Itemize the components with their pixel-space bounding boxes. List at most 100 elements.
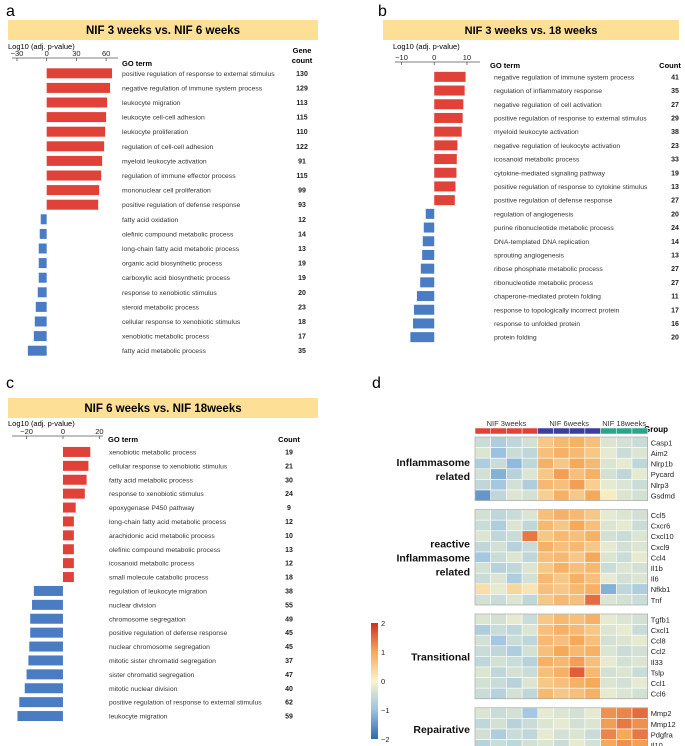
heatmap-cell <box>568 562 586 574</box>
heatmap-gene-label: Pycard <box>651 470 674 479</box>
heatmap-cell <box>506 613 523 625</box>
heatmap-block-label: reactive <box>430 538 470 550</box>
heatmap-cell <box>600 447 617 459</box>
heatmap-cell <box>537 739 554 746</box>
panel-c-go-term: icosanoid metabolic process <box>109 561 195 568</box>
heatmap-cell <box>600 583 617 595</box>
heatmap-gene-label: Aim2 <box>651 449 668 458</box>
panel-c-count: 12 <box>285 561 293 568</box>
heatmap-cell <box>568 583 586 595</box>
heatmap-gene-label: Il1b <box>651 564 663 573</box>
heatmap-cell <box>537 728 554 740</box>
panel-b-title: NIF 3 weeks vs. 18 weeks <box>465 25 598 37</box>
panel-c-bar <box>62 544 74 555</box>
heatmap-cell <box>568 479 586 491</box>
panel-c-bar <box>26 669 63 680</box>
heatmap-cell <box>631 656 648 668</box>
heatmap-gene-label: Il10 <box>651 741 663 746</box>
panel-b-go-term: positive regulation of response to exter… <box>494 115 647 122</box>
panel-a-bar <box>39 228 47 239</box>
heatmap-cell <box>521 718 539 730</box>
heatmap-cell <box>568 436 586 448</box>
heatmap-group-bar <box>568 427 586 435</box>
heatmap-cell <box>584 739 601 746</box>
panel-a-count: 99 <box>298 188 306 195</box>
heatmap-cell <box>490 666 507 678</box>
panel-c-bar <box>62 558 74 569</box>
heatmap-cell <box>615 509 633 521</box>
heatmap-cell <box>584 624 601 636</box>
heatmap-cell <box>615 656 633 668</box>
heatmap-gene-label: Cxcl10 <box>651 532 674 541</box>
panel-a-count: 12 <box>298 217 306 224</box>
panel-a-tick-label: 30 <box>72 49 80 58</box>
heatmap-cell <box>537 479 554 491</box>
heatmap-cell <box>506 519 523 532</box>
heatmap-block-frame <box>474 509 648 606</box>
panel-b-count: 27 <box>671 266 679 273</box>
heatmap-cell <box>474 457 491 470</box>
panel-c-bar <box>62 474 87 485</box>
panel-c-bar <box>19 697 63 708</box>
panel-label-c: c <box>6 375 14 392</box>
heatmap-cell <box>584 645 601 657</box>
heatmap-gene-label: Il6 <box>651 575 659 584</box>
panel-a-count: 14 <box>298 231 306 238</box>
panel-c-go-term: nuclear division <box>109 602 156 609</box>
heatmap-cell <box>521 594 539 606</box>
heatmap-cell <box>568 718 586 730</box>
heatmap-cell <box>615 687 633 700</box>
heatmap-cell <box>553 551 570 563</box>
heatmap-cell <box>537 551 554 563</box>
heatmap-cell <box>537 519 554 532</box>
heatmap-cell <box>537 677 554 689</box>
heatmap-cell <box>506 645 523 657</box>
heatmap-cell <box>506 457 523 470</box>
panel-a-go-term: positive regulation of response to exter… <box>122 71 275 78</box>
heatmap-cell <box>490 687 507 700</box>
panel-b-count: 41 <box>671 74 679 81</box>
heatmap-cell <box>631 583 648 595</box>
heatmap-cell <box>474 436 491 448</box>
heatmap-cell <box>568 728 586 740</box>
heatmap-cell <box>615 583 633 595</box>
panel-a-bar <box>46 112 107 123</box>
panel-c-count: 10 <box>285 533 293 540</box>
panel-a-count-header-1: Gene <box>293 46 312 55</box>
heatmap-cell <box>584 594 601 606</box>
heatmap-group-bar <box>584 427 601 435</box>
heatmap-cell <box>615 707 633 719</box>
panel-a-bar <box>33 331 47 342</box>
heatmap-cell <box>474 551 491 563</box>
panel-label-a: a <box>6 3 15 20</box>
panel-b-go-term: DNA-templated DNA replication <box>494 239 589 246</box>
panel-a-go-term: xenobiotic metabolic process <box>122 334 210 341</box>
panel-c-go-term: leukocyte migration <box>109 714 168 721</box>
panel-a-count: 19 <box>298 275 306 282</box>
heatmap-cell <box>506 707 523 719</box>
heatmap-cell <box>490 447 507 459</box>
heatmap-cell <box>631 707 648 719</box>
panel-b-count: 35 <box>671 88 679 95</box>
panel-a-go-term: steroid metabolic process <box>122 304 200 311</box>
panel-c-go-term: regulation of leukocyte migration <box>109 588 207 595</box>
heatmap-cell <box>521 489 539 501</box>
colorbar-tick-label: −2 <box>381 735 390 744</box>
heatmap-cell <box>490 479 507 491</box>
panel-a-term-header: GO term <box>122 59 152 68</box>
heatmap-cell <box>553 519 570 532</box>
heatmap-cell <box>568 572 586 585</box>
heatmap-cell <box>600 562 617 574</box>
heatmap-cell <box>553 509 570 521</box>
heatmap-cell <box>568 634 586 647</box>
panel-b-go-term: icosanoid metabolic process <box>494 157 580 164</box>
heatmap-cell <box>474 677 491 689</box>
heatmap-cell <box>537 594 554 606</box>
panel-b-bar <box>434 195 455 206</box>
heatmap-gene-label: Mmp2 <box>651 709 672 718</box>
heatmap-cell <box>600 594 617 606</box>
panel-b-count: 38 <box>671 129 679 136</box>
heatmap-cell <box>631 666 648 678</box>
panel-a-count: 23 <box>298 304 306 311</box>
panel-b-bar <box>410 332 435 343</box>
